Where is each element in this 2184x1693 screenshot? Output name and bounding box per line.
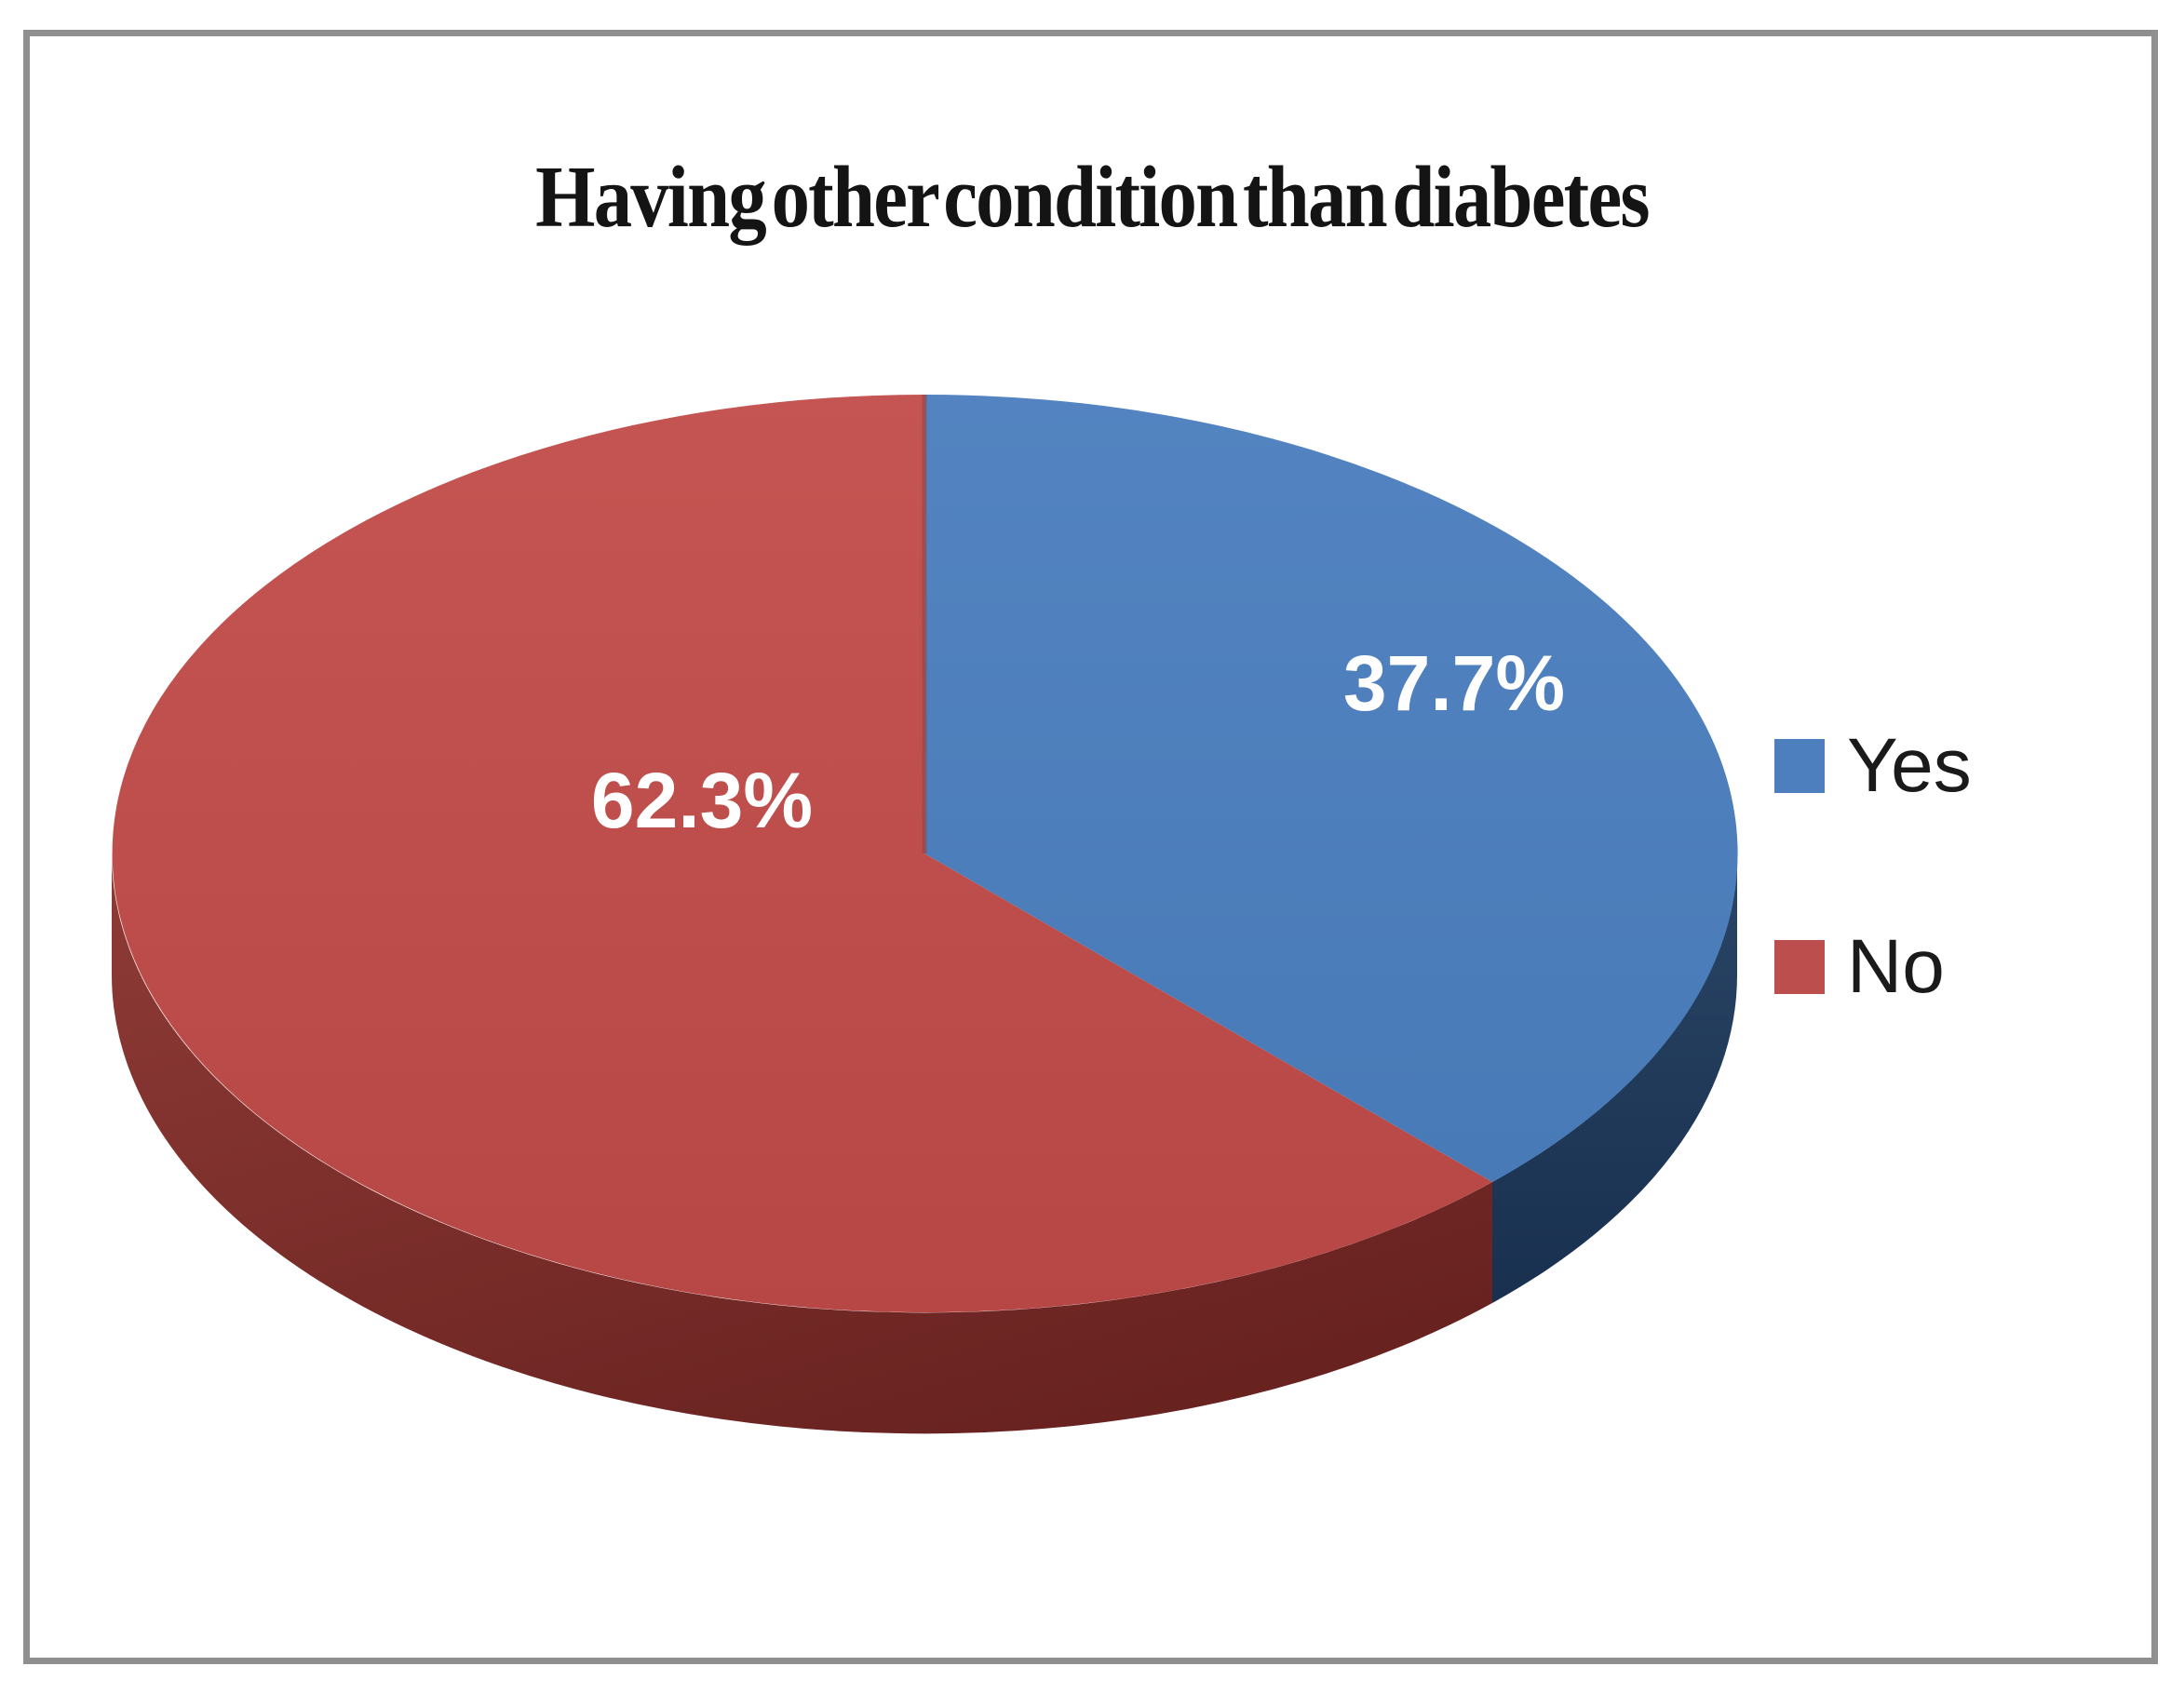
legend-item-no: No bbox=[1774, 929, 1945, 1005]
legend-item-yes: Yes bbox=[1774, 728, 1972, 804]
pie-label-no: 62.3% bbox=[591, 757, 813, 844]
legend-label-yes: Yes bbox=[1847, 723, 1972, 808]
pie-slice-yes-side bbox=[1492, 853, 1738, 1303]
legend-label-no: No bbox=[1847, 924, 1945, 1009]
pie-label-yes: 37.7% bbox=[1343, 639, 1565, 727]
legend-swatch-yes-icon bbox=[1774, 739, 1825, 793]
pie-slice-no bbox=[112, 395, 1492, 1312]
pie-slice-yes bbox=[924, 394, 1738, 1182]
legend-swatch-no-icon bbox=[1774, 940, 1825, 994]
pie-slice-no-side bbox=[111, 853, 1493, 1434]
chart-title: Having other condition than diabetes bbox=[535, 149, 1651, 246]
